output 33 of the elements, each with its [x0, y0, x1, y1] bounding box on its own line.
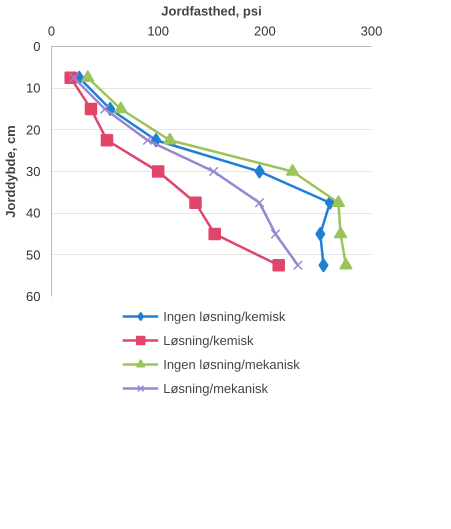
point — [254, 164, 265, 179]
legend-label: Løsning/kemisk — [163, 332, 254, 348]
point — [84, 102, 98, 116]
point — [208, 228, 221, 240]
x-tick-label: 200 — [254, 24, 276, 38]
x-tick-label: 100 — [147, 24, 170, 38]
y-tick-label: 20 — [26, 122, 41, 138]
point — [152, 165, 164, 178]
y-tick-label: 0 — [33, 39, 41, 54]
point — [270, 229, 280, 239]
y-tick-label: 50 — [26, 247, 41, 262]
point — [292, 260, 303, 270]
point — [100, 104, 110, 114]
point — [100, 134, 114, 146]
y-tick-label: 30 — [26, 164, 41, 179]
legend-label: Løsning/mekanisk — [163, 380, 268, 396]
y-axis-title: Jorddybde, cm — [3, 125, 18, 218]
point — [315, 226, 326, 242]
point — [254, 198, 264, 208]
x-tick-label: 300 — [360, 24, 382, 38]
point — [208, 166, 219, 176]
point — [68, 72, 79, 83]
point — [189, 196, 202, 209]
point — [318, 258, 329, 272]
x-axis-title: Jordfasthed, psi — [161, 4, 262, 18]
legend-label: Ingen løsning/kemisk — [163, 308, 286, 324]
y-tick-label: 40 — [26, 206, 41, 221]
point — [142, 135, 152, 146]
legend-label: Ingen løsning/mekanisk — [163, 356, 300, 372]
y-tick-label: 10 — [26, 80, 41, 96]
x-tick-label: 0 — [48, 24, 56, 38]
point — [272, 259, 285, 272]
y-tick-label: 60 — [26, 289, 41, 304]
